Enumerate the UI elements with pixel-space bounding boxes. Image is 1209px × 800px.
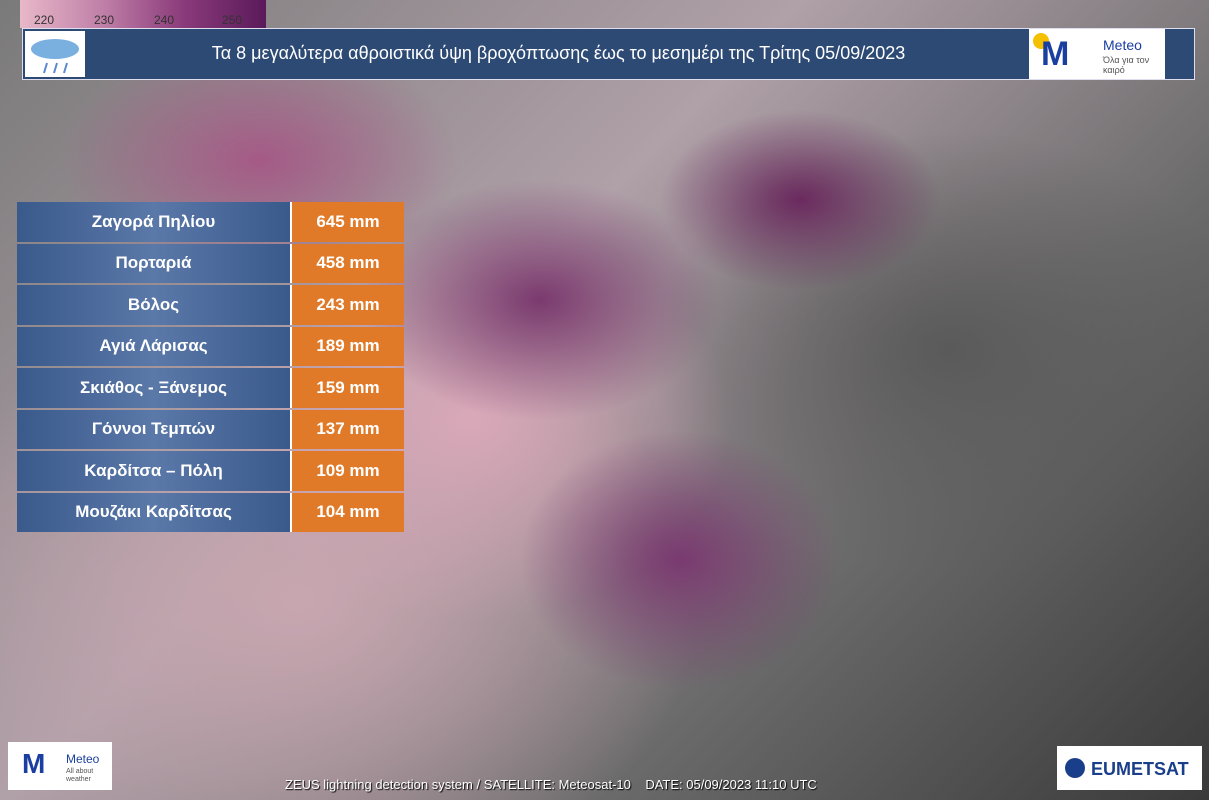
station-name: Μουζάκι Καρδίτσας — [17, 492, 290, 532]
rainfall-amount: 109 mm — [290, 451, 404, 491]
rainfall-amount: 137 mm — [290, 409, 404, 449]
meteo-logo: M Meteo Όλα για τον καιρό — [1029, 29, 1165, 79]
rainfall-amount: 189 mm — [290, 326, 404, 366]
rainfall-amount: 243 mm — [290, 285, 404, 325]
logo-name: Meteo — [66, 752, 100, 766]
eumetsat-name: EUMETSAT — [1091, 759, 1189, 779]
logo-tagline: Όλα για τον καιρό — [1103, 55, 1150, 75]
rain-icon — [25, 31, 85, 77]
station-name: Ζαγορά Πηλίου — [17, 202, 290, 242]
colorbar-label: 220 — [34, 13, 55, 27]
colorbar-label: 240 — [154, 13, 175, 27]
rainfall-table: Ζαγορά Πηλίου 645 mm Πορταριά 458 mm Βόλος 24… — [17, 200, 404, 534]
logo-name: Meteo — [1103, 37, 1142, 53]
station-name: Αγιά Λάρισας — [17, 326, 290, 366]
eumetsat-icon — [1065, 758, 1085, 778]
colorbar: 220 230 240 250 — [20, 0, 266, 28]
title-bar: Τα 8 μεγαλύτερα αθροιστικά ύψη βροχόπτωσ… — [22, 28, 1195, 80]
rainfall-amount: 458 mm — [290, 243, 404, 283]
colorbar-label: 250 — [222, 13, 243, 27]
table-row: Μουζάκι Καρδίτσας 104 mm — [17, 492, 404, 532]
colorbar-label: 230 — [94, 13, 115, 27]
table-row: Γόννοι Τεμπών 137 mm — [17, 409, 404, 449]
logo-tagline: All about weather — [66, 768, 94, 783]
table-row: Σκιάθος - Ξάνεμος 159 mm — [17, 368, 404, 408]
footer-date: DATE: 05/09/2023 11:10 UTC — [645, 777, 817, 792]
table-row: Πορταριά 458 mm — [17, 243, 404, 283]
logo-mark: M — [1041, 35, 1070, 73]
rainfall-amount: 645 mm — [290, 202, 404, 242]
title: Τα 8 μεγαλύτερα αθροιστικά ύψη βροχόπτωσ… — [211, 43, 906, 63]
meteo-logo-bottom: M Meteo All about weather — [8, 742, 112, 790]
table-row: Καρδίτσα – Πόλη 109 mm — [17, 451, 404, 491]
sun-icon — [1033, 33, 1049, 49]
station-name: Σκιάθος - Ξάνεμος — [17, 368, 290, 408]
rainfall-amount: 159 mm — [290, 368, 404, 408]
logo-mark: M — [22, 748, 46, 779]
table-row: Βόλος 243 mm — [17, 285, 404, 325]
station-name: Καρδίτσα – Πόλη — [17, 451, 290, 491]
station-name: Γόννοι Τεμπών — [17, 409, 290, 449]
footer-text: ZEUS lightning detection system / SATELL… — [285, 777, 817, 792]
table-row: Αγιά Λάρισας 189 mm — [17, 326, 404, 366]
rainfall-amount: 104 mm — [290, 492, 404, 532]
rain-icon-graphic — [31, 39, 79, 74]
eumetsat-logo: EUMETSAT — [1057, 746, 1202, 790]
station-name: Πορταριά — [17, 243, 290, 283]
station-name: Βόλος — [17, 285, 290, 325]
table-row: Ζαγορά Πηλίου 645 mm — [17, 202, 404, 242]
footer-source: ZEUS lightning detection system / SATELL… — [285, 777, 631, 792]
